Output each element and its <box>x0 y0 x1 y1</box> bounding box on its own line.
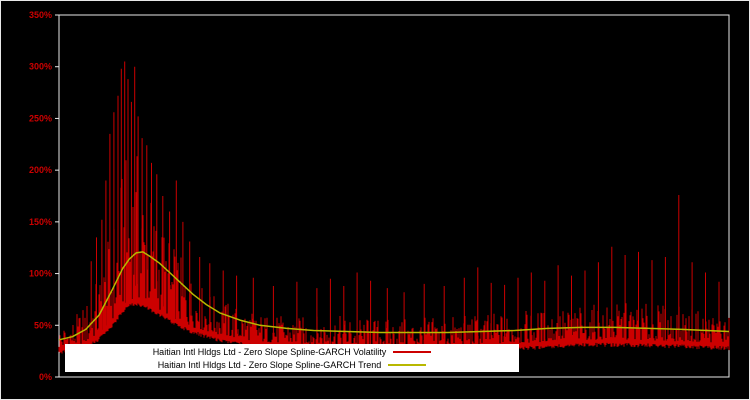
y-tick-label: 150% <box>29 217 52 227</box>
legend-item-volatility: Haitian Intl Hldgs Ltd - Zero Slope Spli… <box>69 345 515 358</box>
y-tick-label: 50% <box>34 320 52 330</box>
y-tick-label: 350% <box>29 10 52 20</box>
legend-label-trend: Haitian Intl Hldgs Ltd - Zero Slope Spli… <box>157 359 382 370</box>
y-tick-label: 100% <box>29 269 52 279</box>
plot-border <box>58 14 730 378</box>
y-tick-label: 300% <box>29 62 52 72</box>
trend-series <box>58 251 730 341</box>
legend-label-volatility: Haitian Intl Hldgs Ltd - Zero Slope Spli… <box>152 346 387 357</box>
legend-line-trend <box>388 363 427 366</box>
volatility-spikes <box>90 61 720 351</box>
legend-line-volatility <box>393 350 432 353</box>
y-tick-label: 200% <box>29 165 52 175</box>
y-tick-label: 0% <box>39 372 52 382</box>
y-tick-label: 250% <box>29 113 52 123</box>
legend-item-trend: Haitian Intl Hldgs Ltd - Zero Slope Spli… <box>69 358 515 371</box>
volatility-series <box>58 156 730 354</box>
chart-legend: Haitian Intl Hldgs Ltd - Zero Slope Spli… <box>65 344 519 372</box>
